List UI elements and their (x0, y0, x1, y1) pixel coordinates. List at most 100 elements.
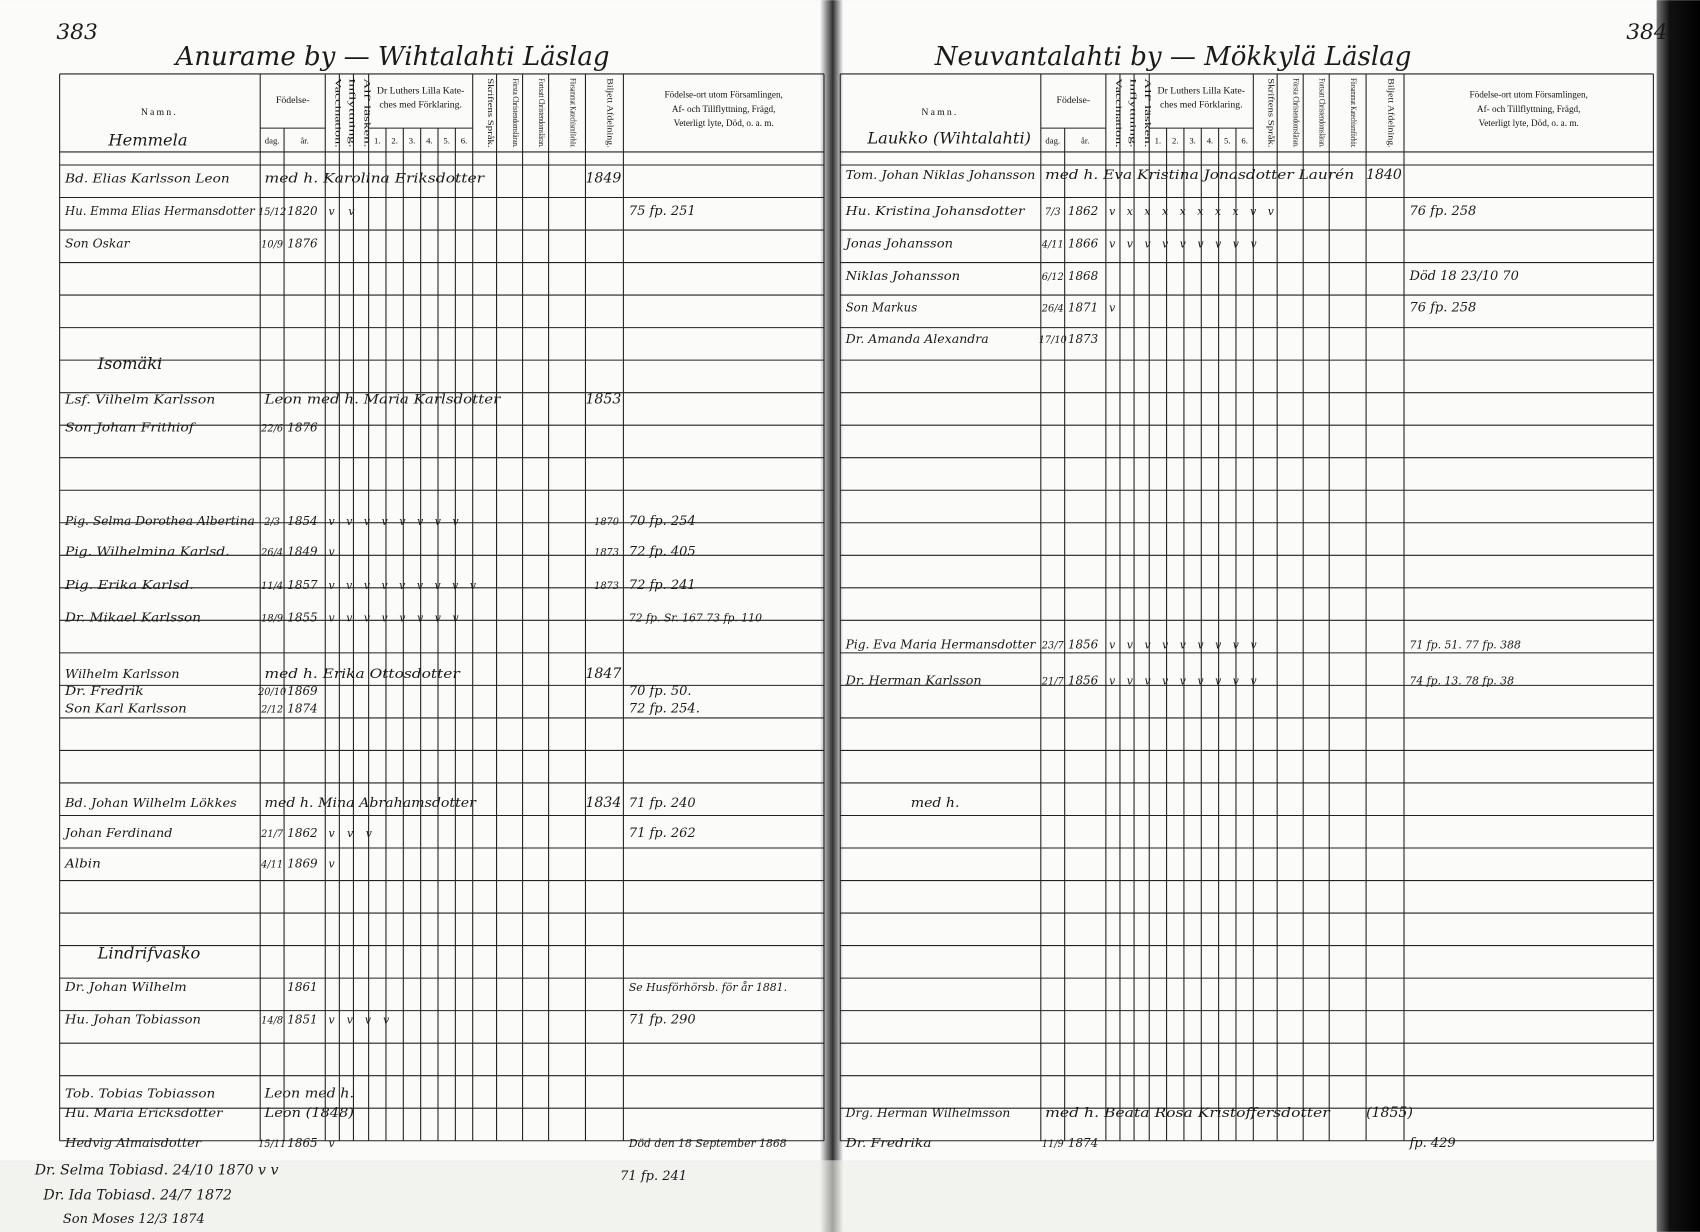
entry-married-year: 1840 (1366, 167, 1402, 183)
entry-marks: v v v v v v v v v (1109, 639, 1256, 652)
entry-name: Son Oskar (65, 235, 130, 250)
header-catechism-part: 6. (461, 135, 468, 145)
entry-notes: 71 fp. 262 (629, 826, 696, 841)
entry-spouse: med h. (911, 796, 960, 811)
entry-name: Dr. Fredrika (845, 1135, 932, 1150)
entry-year: 1861 (287, 980, 317, 994)
entry-day: 26/4 (260, 547, 283, 558)
header-name: Namn. (141, 107, 178, 118)
entry-day: 22/6 (260, 424, 283, 435)
header-vertical: Fortsatt Christendomsläran. (537, 78, 546, 147)
header-catechism-part: 2. (1172, 135, 1179, 145)
entry-ticket: 1873 (594, 547, 619, 558)
entry-year: 1873 (1068, 332, 1098, 346)
entry-notes: 70 fp. 50. (629, 684, 692, 699)
entry-notes: 70 fp. 254 (629, 514, 696, 529)
entry-name: Pig. Wilhelmina Karlsd. (64, 543, 230, 558)
entry-married-year: 1849 (585, 170, 621, 186)
entry-notes: 76 fp. 258 (1409, 300, 1476, 315)
entry-day: 21/7 (1041, 676, 1065, 687)
header-vertical: Alf' läsken. (1143, 78, 1152, 147)
entry-year: 1868 (1068, 269, 1099, 283)
entry-day: 23/7 (1041, 641, 1065, 652)
header-vertical: Inflyttning. (348, 78, 357, 147)
entry-spouse: med h. Erika Ottosdotter (265, 667, 461, 682)
entry-year: 1874 (1068, 1136, 1098, 1150)
entry-spouse: Leon (1848) (263, 1106, 354, 1121)
entry-day: 21/7 (260, 829, 284, 840)
entry-notes: 71 fp. 240 (629, 796, 696, 811)
header-catechism: Dr Luthers Lilla Kate- (377, 85, 464, 96)
section-label: Lindrifvasko (97, 944, 201, 963)
header-catechism-part: 5. (1224, 135, 1230, 145)
entry-day: 4/11 (1041, 239, 1064, 250)
entry-name: Hu. Emma Elias Hermansdotter (64, 203, 256, 218)
entry-marks: v x x x x x x x v v (1109, 205, 1274, 218)
entry-name: Drg. Herman Wilhelmsson (845, 1105, 1011, 1120)
gutter (819, 0, 844, 1232)
entry-name: Tob. Tobias Tobiasson (65, 1085, 215, 1100)
entry-name: Dr. Herman Karlsson (845, 672, 982, 687)
entry-name: Tom. Johan Niklas Johansson (846, 167, 1036, 182)
header-vertical: Första Christendomsläran. (511, 78, 520, 147)
entry-spouse: med h. Karolina Eriksdotter (265, 171, 485, 186)
entry-name: Son Karl Karlsson (65, 700, 187, 715)
header-vertical: Skriftens Språk. (1266, 78, 1275, 147)
entry-marks: v (329, 545, 335, 558)
entry-notes: Se Husförhörsb. för år 1881. (629, 981, 787, 994)
entry-spouse: Leon med h. (263, 1086, 354, 1101)
page-number: 384 (1626, 20, 1667, 45)
entry-notes: 75 fp. 251 (629, 204, 696, 219)
header-catechism-part: 5. (443, 135, 450, 145)
entry-marks: v (329, 858, 335, 871)
entry-year: 1856 (1068, 673, 1099, 687)
entry-name: Johan Ferdinand (62, 825, 172, 840)
section-label: Isomäki (97, 354, 163, 373)
entry-notes: Död 18 23/10 70 (1408, 269, 1519, 284)
header-vertical: Försammat Katechismförhör. (1349, 78, 1358, 147)
entry-name: Dr. Mikael Karlsson (64, 609, 201, 624)
entry-married-year: 1847 (585, 666, 621, 682)
entry-notes: Död den 18 September 1868 (628, 1137, 787, 1150)
entry-notes: 74 fp. 13. 78 fp. 38 (1409, 674, 1514, 687)
entry-name: Pig. Erika Karlsd. (64, 577, 194, 592)
entry-year: 1849 (287, 544, 318, 558)
entry-marks: v v v (329, 827, 372, 840)
entry-day: 18/9 (261, 613, 283, 624)
entry-marks: v v v v v v v v v (1109, 237, 1256, 250)
header-vertical: Inflyttning. (1128, 78, 1137, 147)
entry-name: Son Markus (846, 299, 918, 314)
entry-year: 1866 (1068, 236, 1099, 250)
entry-notes: 72 fp. Sr. 167 73 fp. 110 (629, 611, 762, 624)
margin-note: Dr. Selma Tobiasd. 24/10 1870 v v (34, 1162, 279, 1178)
entry-married-year: (1855) (1366, 1105, 1413, 1121)
entry-ticket: 1873 (594, 581, 619, 592)
header-remarks: Veterligt lyte, Död, o. a. m. (674, 118, 774, 128)
header-day: dag. (1045, 135, 1060, 145)
entry-name: Niklas Johansson (845, 268, 961, 283)
entry-name: Son Johan Frithiof (65, 420, 196, 435)
entry-day: 17/10 (1039, 335, 1067, 346)
entry-name: Jonas Johansson (843, 235, 953, 250)
header-catechism-part: 3. (409, 135, 416, 145)
entry-day: 6/12 (1042, 272, 1064, 283)
entry-marks: v (329, 1137, 335, 1150)
entry-notes: 72 fp. 254. (629, 701, 700, 716)
header-catechism-part: 1. (374, 135, 381, 145)
header-vertical: Första Christendomsläran. (1291, 78, 1300, 147)
header-year: år. (300, 135, 308, 145)
header-vertical: Biljett Afdelning. (606, 78, 615, 147)
entry-name: Dr. Fredrik (64, 683, 144, 698)
entry-notes: 72 fp. 241 (629, 578, 696, 593)
entry-year: 1851 (287, 1013, 317, 1027)
entry-marks: v v v v v v v v v (329, 579, 476, 592)
entry-marks: v (1109, 301, 1115, 314)
entry-day: 11/4 (261, 581, 283, 592)
entry-day: 11/9 (1042, 1139, 1064, 1150)
entry-year: 1869 (287, 857, 318, 871)
header-year: år. (1081, 135, 1089, 145)
header-catechism-part: 4. (426, 135, 433, 145)
book-edge (1656, 0, 1700, 1232)
